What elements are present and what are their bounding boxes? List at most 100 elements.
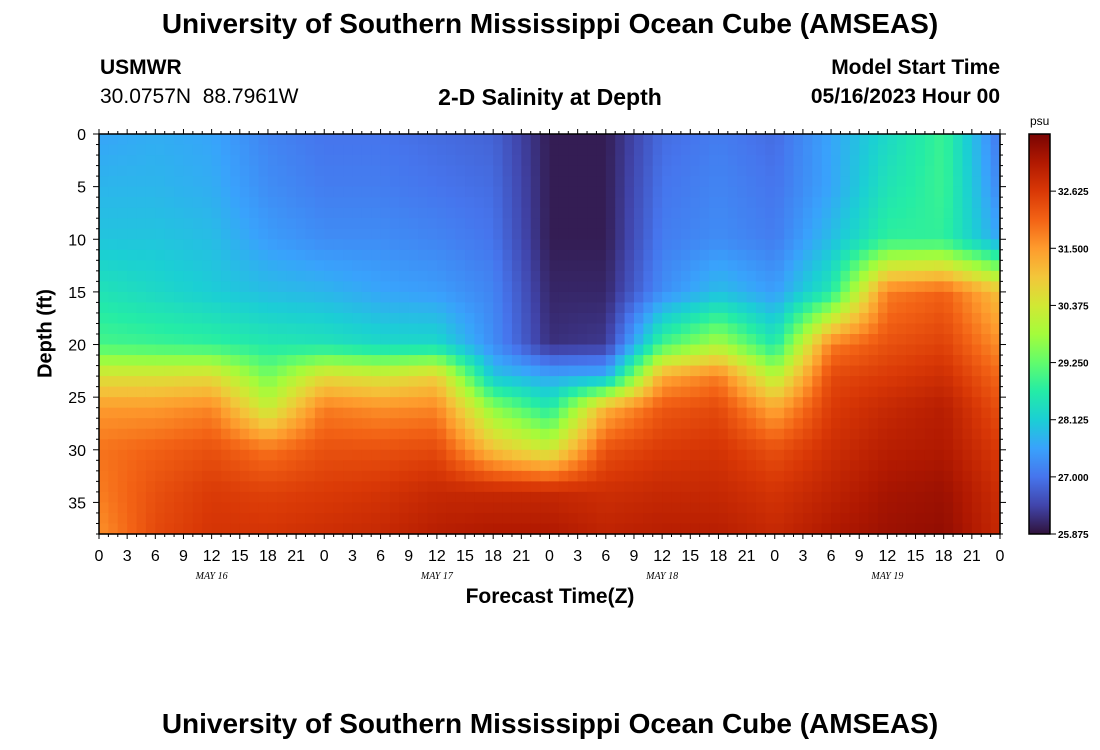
heatmap-cell bbox=[971, 218, 982, 230]
heatmap-cell bbox=[305, 249, 316, 261]
heatmap-cell bbox=[211, 491, 222, 504]
heatmap-cell bbox=[615, 407, 626, 419]
heatmap-cell bbox=[446, 334, 457, 346]
heatmap-cell bbox=[399, 218, 410, 230]
heatmap-cell bbox=[605, 239, 616, 251]
heatmap-cell bbox=[821, 470, 832, 482]
heatmap-cell bbox=[474, 165, 485, 177]
heatmap-cell bbox=[455, 334, 466, 346]
heatmap-cell bbox=[680, 249, 691, 261]
heatmap-cell bbox=[737, 207, 748, 219]
heatmap-cell bbox=[831, 323, 842, 335]
heatmap-cell bbox=[662, 418, 673, 430]
heatmap-cell bbox=[802, 207, 813, 219]
heatmap-cell bbox=[765, 502, 776, 514]
heatmap-cell bbox=[802, 502, 813, 514]
heatmap-cell bbox=[408, 397, 419, 409]
heatmap-cell bbox=[380, 397, 391, 409]
heatmap-cell bbox=[718, 460, 729, 472]
heatmap-cell bbox=[258, 270, 269, 282]
heatmap-cell bbox=[784, 228, 795, 240]
heatmap-cell bbox=[662, 439, 673, 451]
heatmap-cell bbox=[239, 523, 250, 535]
heatmap-cell bbox=[953, 207, 964, 219]
heatmap-cell bbox=[887, 270, 898, 282]
heatmap-cell bbox=[953, 460, 964, 472]
heatmap-cell bbox=[258, 281, 269, 293]
heatmap-cell bbox=[784, 312, 795, 325]
heatmap-cell bbox=[680, 218, 691, 230]
heatmap-cell bbox=[549, 155, 560, 167]
heatmap-cell bbox=[249, 260, 260, 272]
heatmap-cell bbox=[662, 386, 673, 398]
heatmap-cell bbox=[343, 334, 354, 346]
heatmap-cell bbox=[784, 460, 795, 472]
heatmap-cell bbox=[859, 407, 870, 419]
heatmap-cell bbox=[587, 155, 598, 167]
heatmap-cell bbox=[371, 334, 382, 346]
heatmap-cell bbox=[192, 239, 203, 251]
heatmap-cell bbox=[802, 260, 813, 272]
heatmap-cell bbox=[549, 376, 560, 388]
heatmap-cell bbox=[765, 239, 776, 251]
heatmap-cell bbox=[971, 228, 982, 240]
heatmap-cell bbox=[605, 144, 616, 156]
heatmap-cell bbox=[108, 134, 119, 146]
heatmap-cell bbox=[540, 481, 551, 493]
heatmap-cell bbox=[474, 270, 485, 282]
heatmap-cell bbox=[277, 344, 288, 356]
heatmap-cell bbox=[859, 397, 870, 409]
heatmap-cell bbox=[427, 418, 438, 430]
heatmap-cell bbox=[511, 249, 522, 261]
heatmap-cell bbox=[971, 312, 982, 325]
heatmap-cell bbox=[652, 365, 663, 377]
heatmap-cell bbox=[436, 397, 447, 409]
heatmap-cell bbox=[249, 439, 260, 451]
heatmap-cell bbox=[896, 407, 907, 419]
heatmap-cell bbox=[221, 449, 231, 461]
heatmap-cell bbox=[164, 260, 175, 272]
heatmap-cell bbox=[615, 355, 626, 367]
heatmap-cell bbox=[793, 491, 804, 504]
heatmap-cell bbox=[99, 376, 109, 388]
heatmap-cell bbox=[436, 439, 447, 451]
heatmap-cell bbox=[352, 155, 363, 167]
heatmap-cell bbox=[577, 134, 588, 146]
heatmap-cell bbox=[915, 165, 926, 177]
heatmap-cell bbox=[493, 165, 504, 177]
heatmap-cell bbox=[540, 355, 551, 367]
heatmap-cell bbox=[558, 502, 569, 514]
heatmap-cell bbox=[906, 449, 917, 461]
heatmap-cell bbox=[399, 186, 410, 198]
heatmap-cell bbox=[211, 228, 222, 240]
heatmap-cell bbox=[286, 165, 297, 177]
heatmap-cell bbox=[211, 270, 222, 282]
heatmap-cell bbox=[915, 376, 926, 388]
heatmap-cell bbox=[624, 355, 635, 367]
heatmap-cell bbox=[174, 502, 185, 514]
heatmap-cell bbox=[183, 386, 194, 398]
heatmap-cell bbox=[352, 228, 363, 240]
heatmap-cell bbox=[540, 428, 551, 440]
heatmap-cell bbox=[446, 376, 457, 388]
heatmap-cell bbox=[755, 355, 766, 367]
heatmap-cell bbox=[211, 386, 222, 398]
heatmap-cell bbox=[840, 249, 851, 261]
heatmap-cell bbox=[934, 155, 945, 167]
heatmap-cell bbox=[605, 249, 616, 261]
heatmap-cell bbox=[249, 355, 260, 367]
heatmap-cell bbox=[746, 155, 757, 167]
heatmap-cell bbox=[324, 134, 335, 146]
heatmap-cell bbox=[343, 397, 354, 409]
heatmap-cell bbox=[493, 334, 504, 346]
heatmap-cell bbox=[680, 228, 691, 240]
heatmap-cell bbox=[521, 428, 532, 440]
heatmap-cell bbox=[587, 365, 598, 377]
heatmap-cell bbox=[587, 502, 598, 514]
heatmap-cell bbox=[202, 439, 213, 451]
heatmap-cell bbox=[267, 228, 278, 240]
heatmap-cell bbox=[652, 291, 663, 304]
heatmap-cell bbox=[962, 291, 973, 304]
heatmap-cell bbox=[333, 218, 344, 230]
heatmap-cell bbox=[314, 428, 325, 440]
